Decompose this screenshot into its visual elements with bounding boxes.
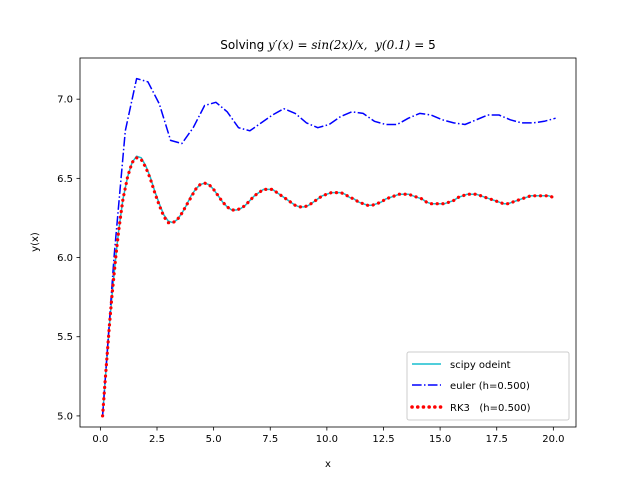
title-prefix: Solving <box>220 38 268 52</box>
title-rhs: sin(2x)/x, <box>311 38 367 52</box>
x-axis-label: x <box>325 459 331 470</box>
x-tick-label-4: 10.0 <box>316 434 338 445</box>
legend: scipy odeint euler (h=0.500) RK3 (h=0.50… <box>406 351 570 421</box>
plot-lines <box>100 77 556 418</box>
x-axis-ticks: 0.0 2.5 5.0 7.5 10.0 12.5 15.0 17.5 20.0 <box>92 427 564 445</box>
x-tick-label-1: 2.5 <box>149 434 165 445</box>
title-init-rhs: 5 <box>428 38 436 52</box>
x-tick-label-6: 15.0 <box>429 434 451 445</box>
y-tick-label-2: 6.0 <box>57 253 73 264</box>
x-tick-label-7: 17.5 <box>486 434 508 445</box>
series-line-2 <box>100 156 556 418</box>
y-axis-ticks: 5.0 5.5 6.0 6.5 7.0 <box>57 95 80 422</box>
y-tick-label-4: 7.0 <box>57 95 73 106</box>
chart-title: Solving y′(x) = sin(2x)/x, y(0.1) = 5 <box>220 38 435 52</box>
title-equals-2: = <box>410 38 428 52</box>
title-lhs: y′(x) <box>267 38 294 52</box>
legend-label-rk3: RK3 (h=0.500) <box>450 403 531 414</box>
y-axis-label: y(x) <box>30 232 41 252</box>
x-tick-label-0: 0.0 <box>92 434 108 445</box>
legend-box <box>406 351 570 421</box>
title-init-lhs: y(0.1) <box>374 38 411 52</box>
y-tick-label-1: 5.5 <box>57 332 73 343</box>
y-tick-label-3: 6.5 <box>57 174 73 185</box>
series-line-1 <box>101 77 556 416</box>
x-tick-label-3: 7.5 <box>262 434 278 445</box>
legend-label-scipy-odeint: scipy odeint <box>450 360 511 371</box>
legend-label-euler: euler (h=0.500) <box>450 381 530 392</box>
x-tick-label-8: 20.0 <box>542 434 564 445</box>
x-tick-label-5: 12.5 <box>372 434 394 445</box>
y-tick-label-0: 5.0 <box>57 411 73 422</box>
x-tick-label-2: 5.0 <box>206 434 222 445</box>
title-equals: = <box>294 38 312 52</box>
plot-frame <box>79 57 577 428</box>
title-spacer <box>368 38 376 52</box>
